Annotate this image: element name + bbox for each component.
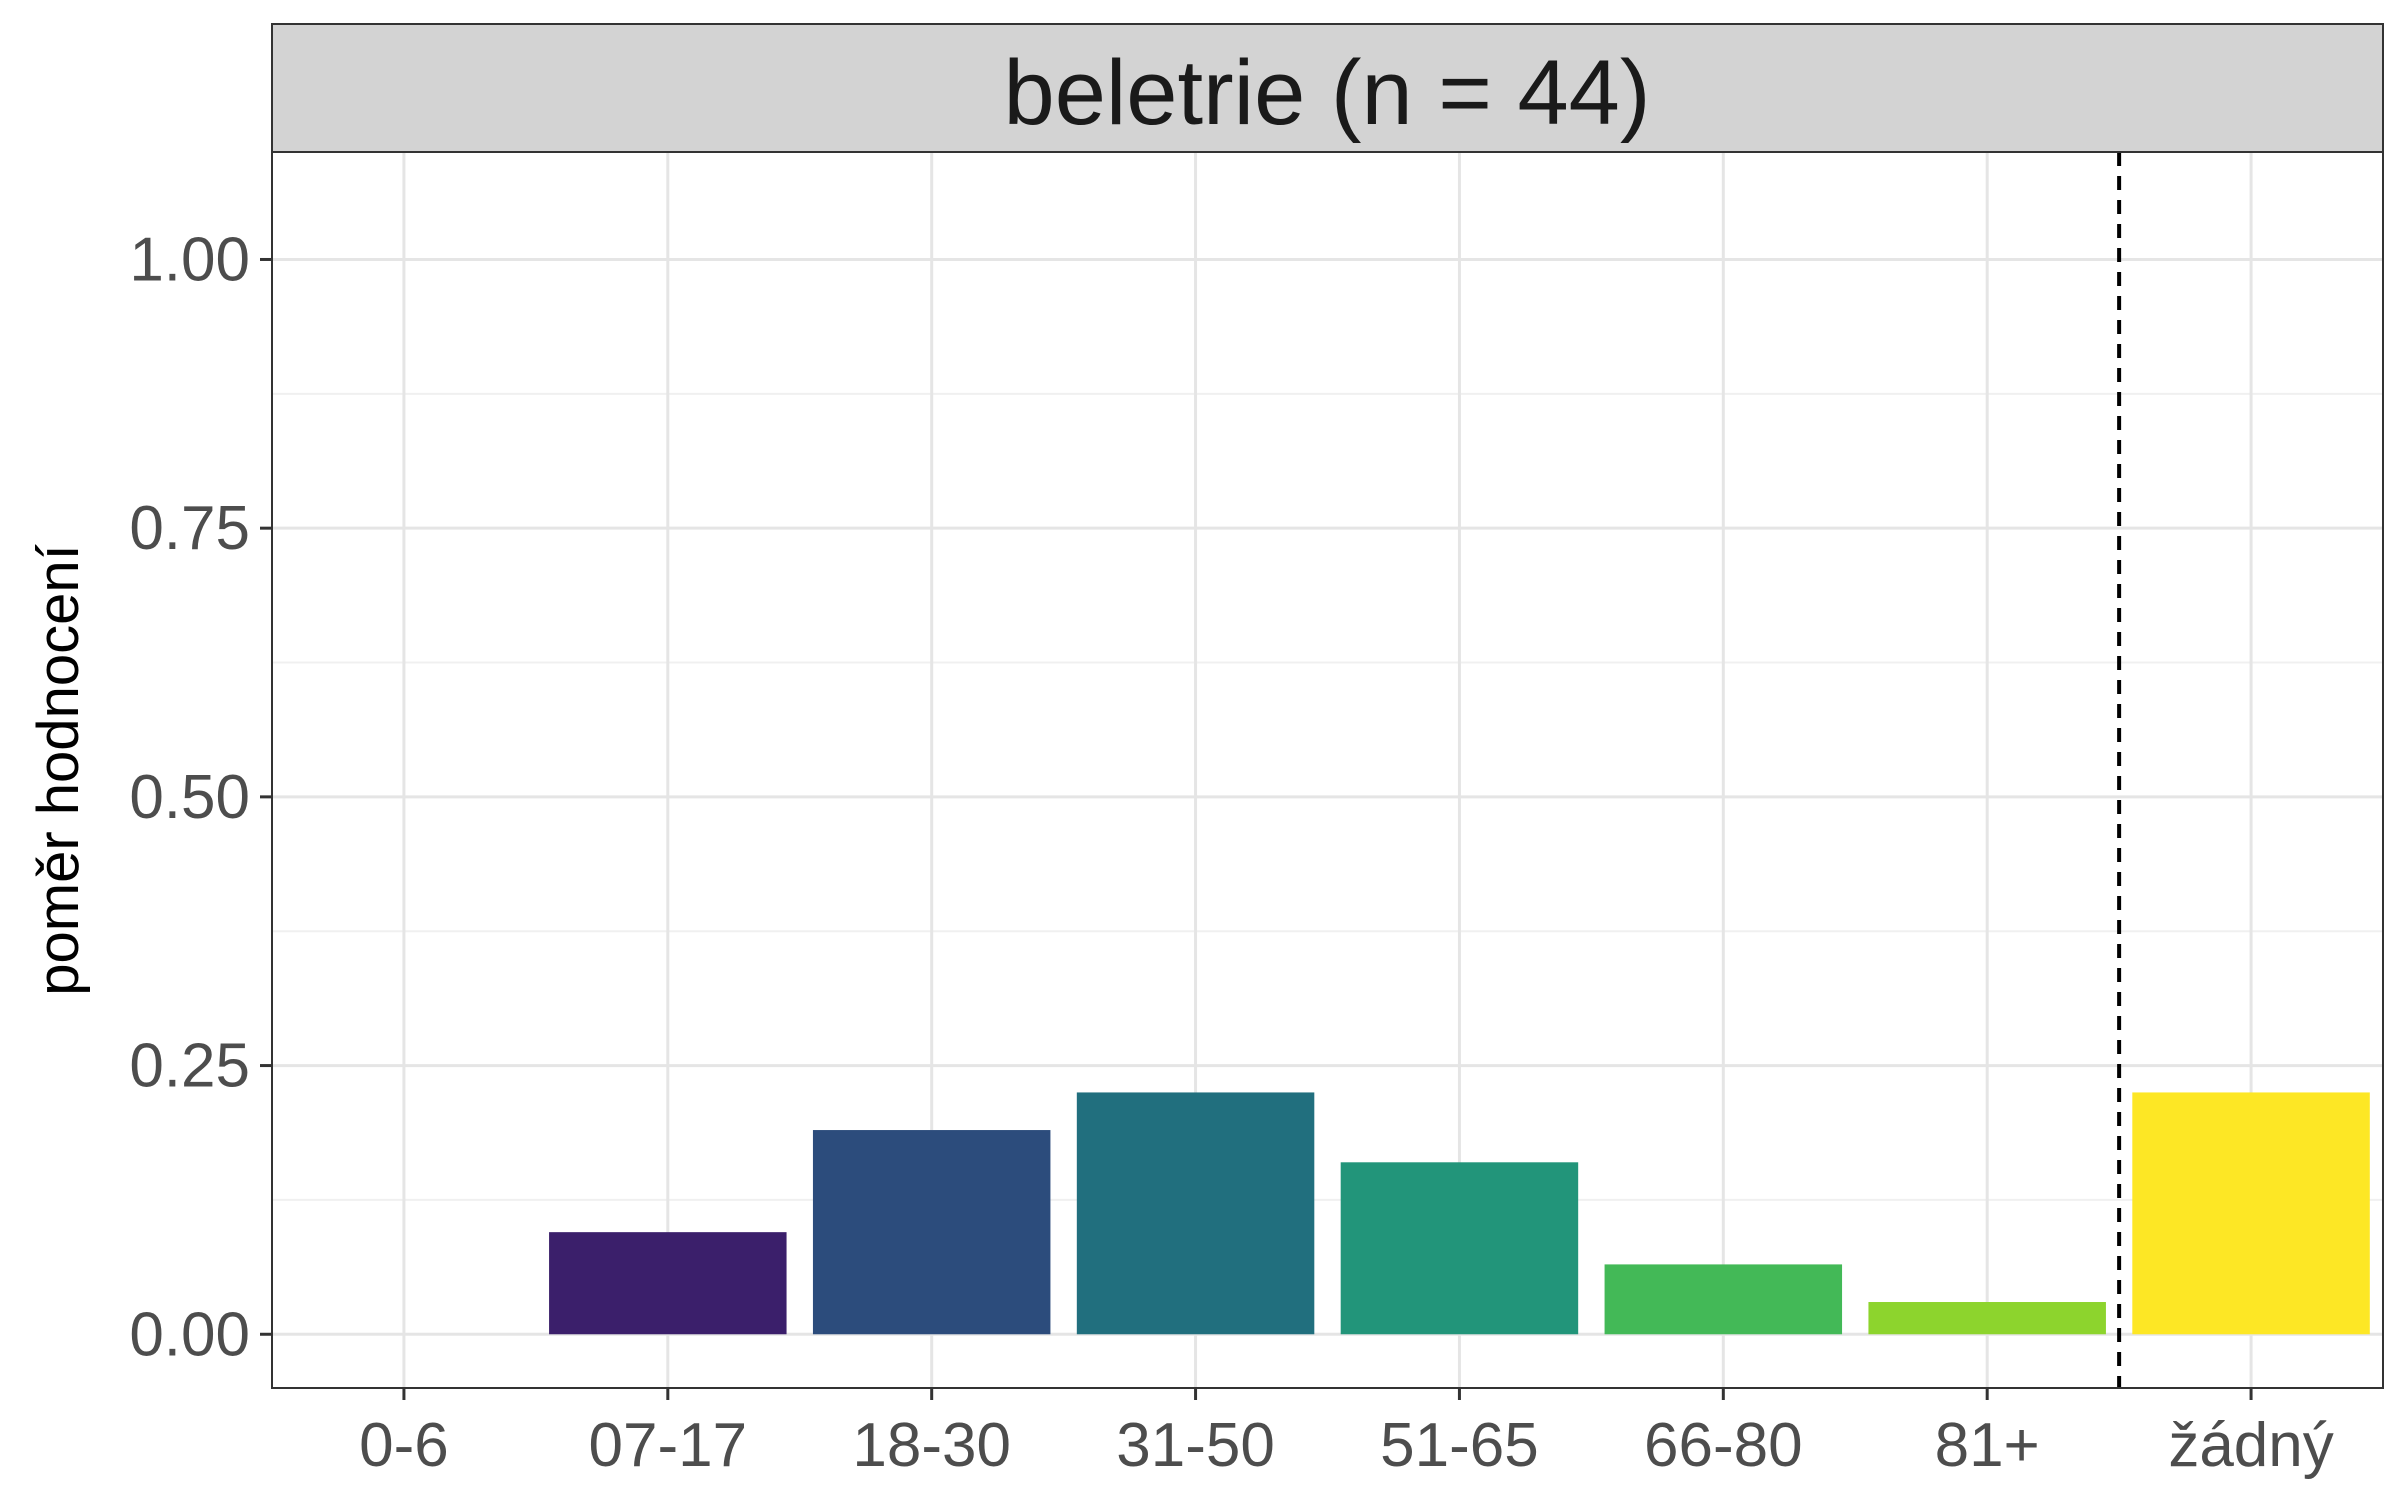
facet-title: beletrie (n = 44): [1004, 42, 1651, 144]
bar-51-65: [1340, 1162, 1579, 1335]
facet-strip: [271, 23, 2384, 153]
bar-66-80: [1604, 1264, 1843, 1335]
x-tick-label: 51-65: [1380, 1411, 1539, 1480]
bar-18-30: [812, 1130, 1051, 1335]
y-tick-label: 0.25: [129, 1032, 250, 1101]
x-tick-label: 66-80: [1644, 1411, 1803, 1480]
x-tick-label: 0-6: [359, 1411, 449, 1480]
y-tick-label: 0.75: [129, 494, 250, 563]
x-tick-label: žádný: [2168, 1411, 2333, 1480]
y-tick-label: 1.00: [129, 225, 250, 294]
y-axis: 0.00 0.25 0.50 0.75 1.00: [129, 225, 272, 1369]
x-tick-label: 31-50: [1116, 1411, 1275, 1480]
y-tick-label: 0.00: [129, 1300, 250, 1369]
x-tick-label: 07-17: [589, 1411, 748, 1480]
x-axis: 0-6 07-17 18-30 31-50 51-65 66-80 81+ žádný: [359, 1388, 2334, 1480]
x-tick-label: 81+: [1935, 1411, 2040, 1480]
y-axis-title: poměr hodnocení: [26, 544, 91, 995]
grid-minor: [272, 392, 2383, 1201]
grid-major: [272, 152, 2383, 1388]
bar-81+: [1868, 1302, 2106, 1335]
bars: [549, 1092, 2370, 1335]
panel-border: [271, 151, 2384, 1389]
plot-panel: [272, 152, 2383, 1388]
bar-žádný: [2132, 1092, 2370, 1335]
x-tick-label: 18-30: [852, 1411, 1011, 1480]
bar-07-17: [549, 1232, 787, 1335]
bar-31-50: [1076, 1092, 1315, 1335]
y-tick-label: 0.50: [129, 763, 250, 832]
